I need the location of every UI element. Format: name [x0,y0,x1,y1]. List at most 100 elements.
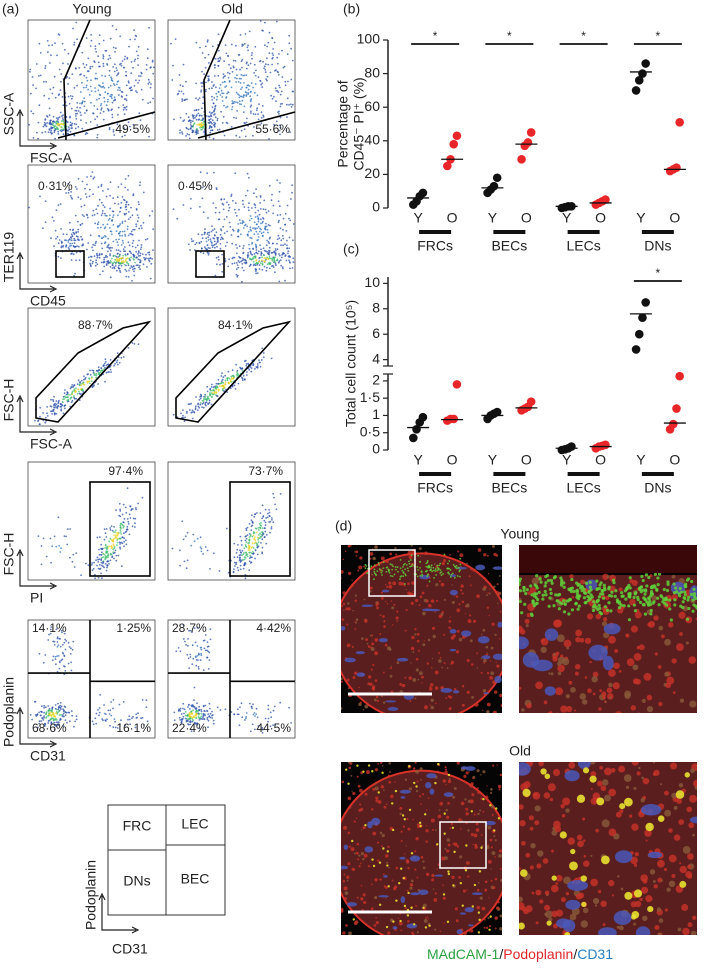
event-dot [141,89,143,91]
event-dot [65,536,67,538]
event-dot [92,569,94,571]
event-dot [245,365,247,367]
event-dot [53,404,55,406]
event-dot [65,640,67,642]
event-dot [257,272,259,274]
significance-mark: * [656,29,661,43]
event-dot [117,196,119,198]
event-dot [247,45,249,47]
vessel [340,626,345,630]
event-dot [63,716,65,718]
event-dot [237,102,239,104]
event-dot [104,206,106,208]
event-dot [152,61,154,63]
event-dot [70,245,72,247]
event-dot [229,226,231,228]
event-dot [121,261,123,263]
stain [549,711,552,714]
stain [375,604,377,606]
event-dot [117,114,119,116]
event-dot [110,359,112,361]
event-dot [266,46,268,48]
event-dot [231,100,233,102]
y-tick-label: 10 [364,274,380,290]
event-dot [223,60,225,62]
stain [658,626,663,631]
event-dot [185,99,187,101]
event-dot [45,713,47,715]
event-dot [149,258,151,260]
madcam [389,572,391,574]
event-dot [148,27,150,29]
event-dot [55,238,57,240]
event-dot [77,231,79,233]
event-dot [145,239,147,241]
event-dot [283,67,285,69]
madcam [668,607,671,610]
stain [572,736,575,739]
stain [535,681,543,689]
event-dot [73,238,75,240]
event-dot [124,269,126,271]
event-dot [238,97,240,99]
event-dot [92,263,94,265]
event-dot [82,181,84,183]
stain [533,736,538,741]
event-dot [102,210,104,212]
event-dot [240,536,242,538]
event-dot [239,261,241,263]
event-dot [140,253,142,255]
madcam [650,609,653,612]
stain [465,613,466,614]
vessel [604,623,621,634]
event-dot [241,544,243,546]
event-dot [111,114,113,116]
event-dot [87,58,89,60]
event-dot [63,713,65,715]
event-dot [58,655,60,657]
event-dot [248,89,250,91]
micrograph-content [513,545,703,746]
event-dot [62,96,64,98]
event-dot [205,89,207,91]
event-dot [199,206,201,208]
stain [501,704,504,707]
event-dot [137,82,139,84]
stain [456,919,459,922]
event-dot [243,547,245,549]
event-dot [135,509,137,511]
event-dot [146,64,148,66]
madcam [439,563,441,565]
stain [381,592,383,594]
event-dot [127,228,129,230]
event-dot [196,42,198,44]
event-dot [219,383,221,385]
stain [605,701,607,703]
event-dot [103,236,105,238]
event-dot [228,371,230,373]
event-dot [51,133,53,135]
event-dot [236,268,238,270]
event-dot [231,263,233,265]
data-dot [641,59,650,68]
event-dot [98,43,100,45]
stain [351,584,354,587]
event-dot [194,540,196,542]
event-dot [85,87,87,89]
event-dot [90,102,92,104]
stain [636,712,642,718]
stain [346,624,348,626]
event-dot [234,565,236,567]
stain [482,629,485,632]
event-dot [251,707,253,709]
madcam [454,577,456,579]
event-dot [107,251,109,253]
event-dot [241,377,243,379]
stain [441,583,445,587]
event-dot [210,628,212,630]
stain [627,658,635,666]
event-dot [86,184,88,186]
event-dot [260,223,262,225]
flow-plot: 84·1% [168,308,295,426]
event-dot [216,187,218,189]
